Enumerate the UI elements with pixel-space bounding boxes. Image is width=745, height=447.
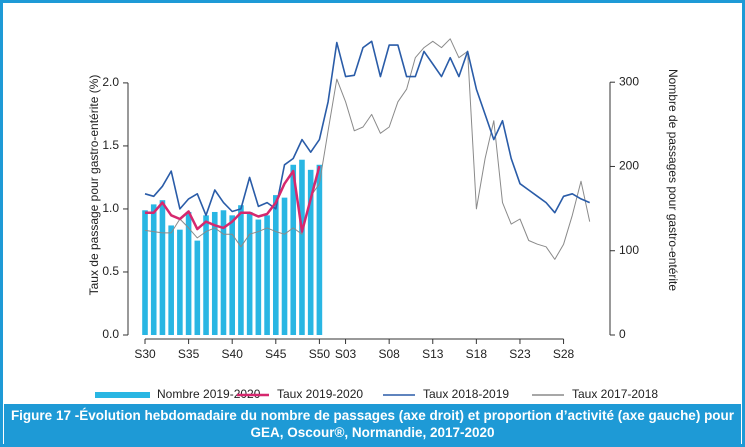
- bar: [290, 164, 297, 335]
- bar: [185, 211, 192, 335]
- bar: [168, 225, 174, 335]
- x-tick-label: S35: [178, 347, 200, 361]
- legend-label: Taux 2018-2019: [423, 387, 509, 401]
- x-tick-label: S08: [378, 347, 400, 361]
- bar: [220, 210, 227, 335]
- bar: [255, 219, 262, 335]
- x-tick-label: S30: [134, 347, 156, 361]
- bar: [194, 240, 201, 335]
- y-tick-label: 2.0: [102, 75, 119, 89]
- y-tick-label: 0.0: [102, 327, 119, 341]
- bar: [142, 210, 148, 335]
- y2-tick-label: 0: [619, 327, 626, 341]
- bar: [299, 159, 305, 335]
- y2-tick-label: 300: [619, 74, 639, 88]
- y-tick-label: 1.5: [102, 138, 119, 152]
- bar: [264, 215, 270, 335]
- y2-tick-label: 200: [619, 159, 639, 173]
- line: [145, 165, 321, 233]
- bar: [307, 169, 314, 335]
- bar: [246, 211, 253, 335]
- bar: [150, 204, 157, 335]
- x-tick-label: S28: [553, 347, 575, 361]
- x-tick-label: S13: [422, 347, 444, 361]
- x-tick-label: S23: [509, 347, 531, 361]
- x-tick-label: S03: [335, 347, 357, 361]
- y2-tick-label: 100: [619, 243, 639, 257]
- legend-label: Nombre 2019-2020: [157, 387, 261, 401]
- bar: [211, 211, 218, 335]
- y2-axis-label: Nombre de passages pour gastro-entérite: [666, 69, 680, 291]
- legend-label: Taux 2019-2020: [277, 387, 363, 401]
- x-tick-label: S40: [222, 347, 244, 361]
- x-tick-label: S18: [466, 347, 488, 361]
- bar: [238, 205, 244, 335]
- y-tick-label: 0.5: [102, 264, 119, 278]
- bar: [159, 200, 166, 335]
- x-tick-label: S45: [265, 347, 287, 361]
- bar: [229, 215, 235, 335]
- y-tick-label: 1.0: [102, 201, 119, 215]
- bar: [281, 197, 288, 335]
- caption: Figure 17 -Évolution hebdomadaire du nom…: [4, 404, 741, 447]
- bar: [273, 195, 279, 335]
- y-axis-label: Taux de passage pour gastro-entérite (%): [87, 75, 101, 296]
- legend-label: Taux 2017-2018: [572, 387, 658, 401]
- line: [144, 40, 591, 217]
- x-tick-label: S50: [309, 347, 331, 361]
- line: [144, 38, 591, 260]
- bar: [177, 229, 183, 335]
- bar: [316, 164, 323, 335]
- bar: [203, 215, 209, 335]
